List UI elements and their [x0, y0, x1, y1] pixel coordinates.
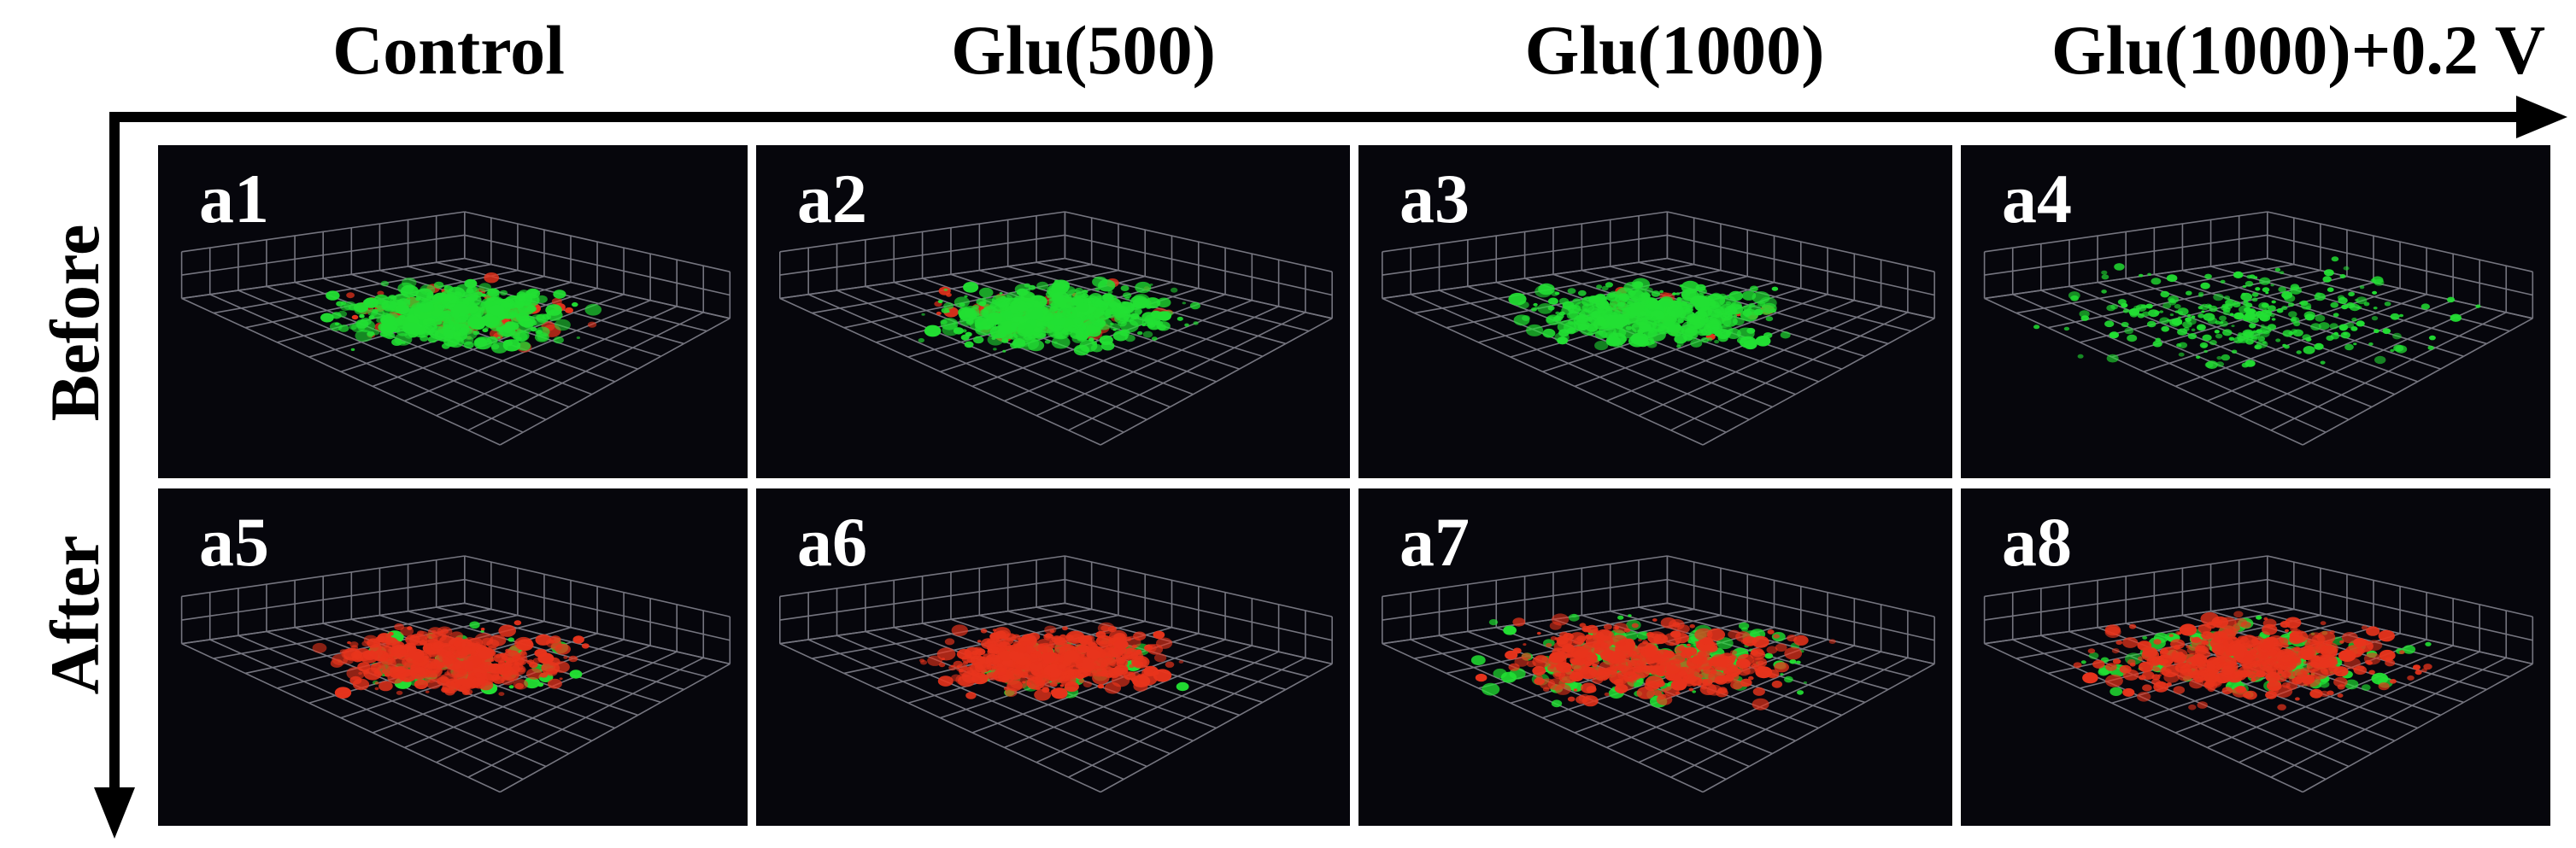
panel-a3-render	[1381, 211, 1935, 446]
panel-a6-render	[778, 555, 1333, 793]
panel-a6: a6	[756, 488, 1350, 826]
panel-a2-render	[778, 211, 1333, 446]
column-header-glu1000: Glu(1000)	[1524, 11, 1825, 89]
panel-a1-label: a1	[199, 160, 269, 237]
panel-a4: a4	[1961, 145, 2550, 478]
panel-a3: a3	[1358, 145, 1952, 478]
panel-a7: a7	[1358, 488, 1952, 826]
panel-a8: a8	[1961, 488, 2550, 826]
column-header-glu500: Glu(500)	[951, 11, 1216, 89]
vertical-arrowhead	[94, 787, 135, 839]
panel-a4-render	[1983, 211, 2534, 446]
panel-a5-label: a5	[199, 503, 269, 581]
panel-a2: a2	[756, 145, 1350, 478]
panel-a5: a5	[158, 488, 748, 826]
panel-a8-label: a8	[2002, 503, 2072, 581]
panel-a7-label: a7	[1399, 503, 1470, 581]
column-header-glu1000-voltage: Glu(1000)+0.2 V	[2051, 11, 2546, 89]
panel-a2-label: a2	[797, 160, 867, 237]
horizontal-arrowhead	[2516, 96, 2567, 138]
panel-a4-label: a4	[2002, 160, 2072, 237]
panel-a5-render	[180, 555, 731, 793]
panel-a1: a1	[158, 145, 748, 478]
panel-a1-render	[180, 211, 731, 446]
panel-a8-render	[1983, 555, 2534, 793]
panel-a7-render	[1381, 555, 1935, 793]
column-header-control: Control	[332, 11, 565, 89]
panel-a3-label: a3	[1399, 160, 1470, 237]
panel-a6-label: a6	[797, 503, 867, 581]
